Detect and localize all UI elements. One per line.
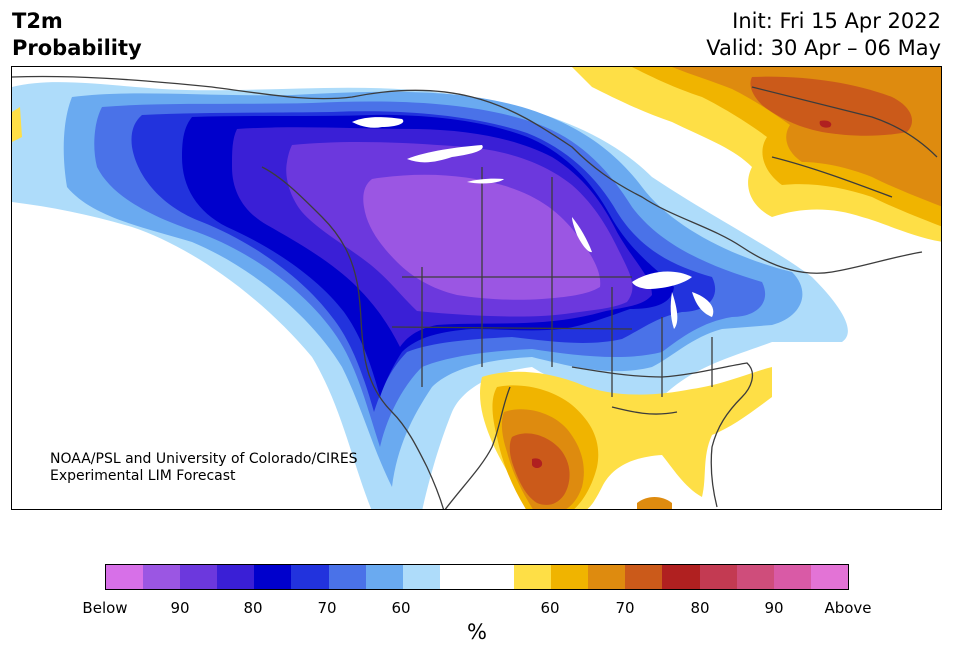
lake-huron <box>692 292 714 317</box>
colorbar-tick-below-80: 80 <box>243 599 263 617</box>
colorbar-segment <box>439 565 477 589</box>
colorbar-segment <box>662 565 700 589</box>
colorbar-segment <box>180 565 218 589</box>
credit-line-1: NOAA/PSL and University of Colorado/CIRE… <box>50 451 358 467</box>
credit-line-2: Experimental LIM Forecast <box>50 468 236 484</box>
colorbar-segment <box>514 565 552 589</box>
warm-mexico-70 <box>509 433 570 505</box>
colorbar-unit: % <box>467 620 487 644</box>
lake-athabasca <box>467 178 504 184</box>
colorbar-tick-below-60: 60 <box>391 599 411 617</box>
title-line-1: T2m <box>12 9 63 33</box>
colorbar-tick-below-90: 90 <box>170 599 190 617</box>
lakes <box>352 117 714 329</box>
valid-date: Valid: 30 Apr – 06 May <box>706 36 941 60</box>
colorbar-segment <box>588 565 626 589</box>
colorbar-tick-above: Above <box>824 599 872 617</box>
map-title: T2m Probability <box>12 8 142 62</box>
probability-map: NOAA/PSL and University of Colorado/CIRE… <box>11 66 942 510</box>
colorbar-segment <box>254 565 292 589</box>
colorbar-tick-above-80: 80 <box>690 599 710 617</box>
colorbar-segment <box>106 565 144 589</box>
colorbar-segment <box>143 565 181 589</box>
warm-left-edge <box>12 107 22 142</box>
great-slave-lake <box>407 145 483 163</box>
colorbar-segment <box>291 565 329 589</box>
map-canvas <box>12 67 941 509</box>
colorbar-segment <box>699 565 737 589</box>
warm-caribbean <box>637 497 672 509</box>
colorbar-segment <box>365 565 403 589</box>
colorbar-segment <box>625 565 663 589</box>
colorbar-segment <box>773 565 811 589</box>
warm-mexico-75 <box>532 458 543 468</box>
colorbar-tick-above-60: 60 <box>540 599 560 617</box>
great-bear-lake <box>352 117 404 128</box>
coastlines <box>12 75 938 509</box>
colorbar-tick-below: Below <box>82 599 128 617</box>
init-date: Init: Fri 15 Apr 2022 <box>732 9 941 33</box>
colorbar-segment <box>810 565 848 589</box>
credit-text: NOAA/PSL and University of Colorado/CIRE… <box>50 451 358 485</box>
lake-superior <box>632 271 692 289</box>
colorbar-segment <box>736 565 774 589</box>
lake-michigan <box>670 292 678 329</box>
colorbar <box>105 564 849 590</box>
forecast-dates: Init: Fri 15 Apr 2022 Valid: 30 Apr – 06… <box>706 8 941 62</box>
colorbar-tick-above-90: 90 <box>764 599 784 617</box>
title-line-2: Probability <box>12 36 142 60</box>
lake-winnipeg <box>572 217 592 253</box>
colorbar-tick-below-70: 70 <box>317 599 337 617</box>
colorbar-segment <box>328 565 366 589</box>
colorbar-segment <box>476 565 515 589</box>
colorbar-segment <box>551 565 589 589</box>
warm-north-75 <box>819 120 832 128</box>
colorbar-segment <box>217 565 255 589</box>
colorbar-segment <box>402 565 440 589</box>
colorbar-tick-above-70: 70 <box>615 599 635 617</box>
